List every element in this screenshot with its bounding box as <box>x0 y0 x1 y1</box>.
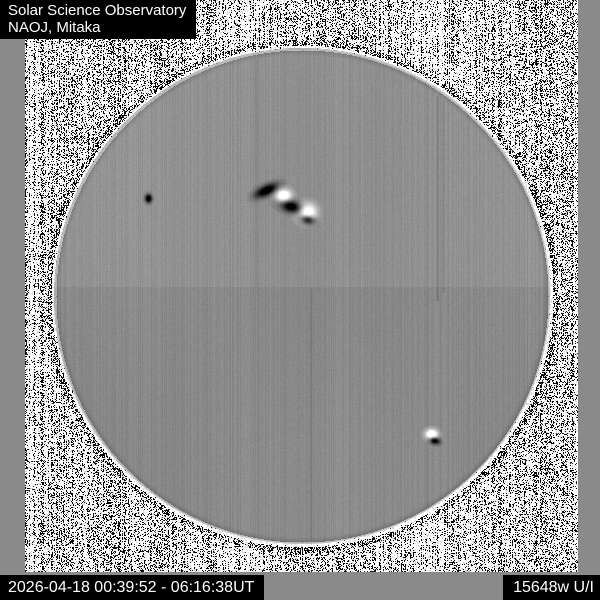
observatory-name: Solar Science Observatory <box>8 2 187 19</box>
observatory-location: NAOJ, Mitaka <box>8 19 101 36</box>
frame-id-label: 15648w U/I <box>513 579 594 596</box>
solar-disk <box>54 48 550 544</box>
observation-time-strip: 2026-04-18 00:39:52 - 06:16:38UT <box>0 575 265 600</box>
observation-timestamp: 2026-04-18 00:39:52 - 06:16:38UT <box>8 579 255 596</box>
magnetogram-canvas <box>54 48 550 544</box>
frame-id-strip: 15648w U/I <box>503 575 600 600</box>
observatory-title-strip: Solar Science Observatory NAOJ, Mitaka <box>0 0 197 39</box>
